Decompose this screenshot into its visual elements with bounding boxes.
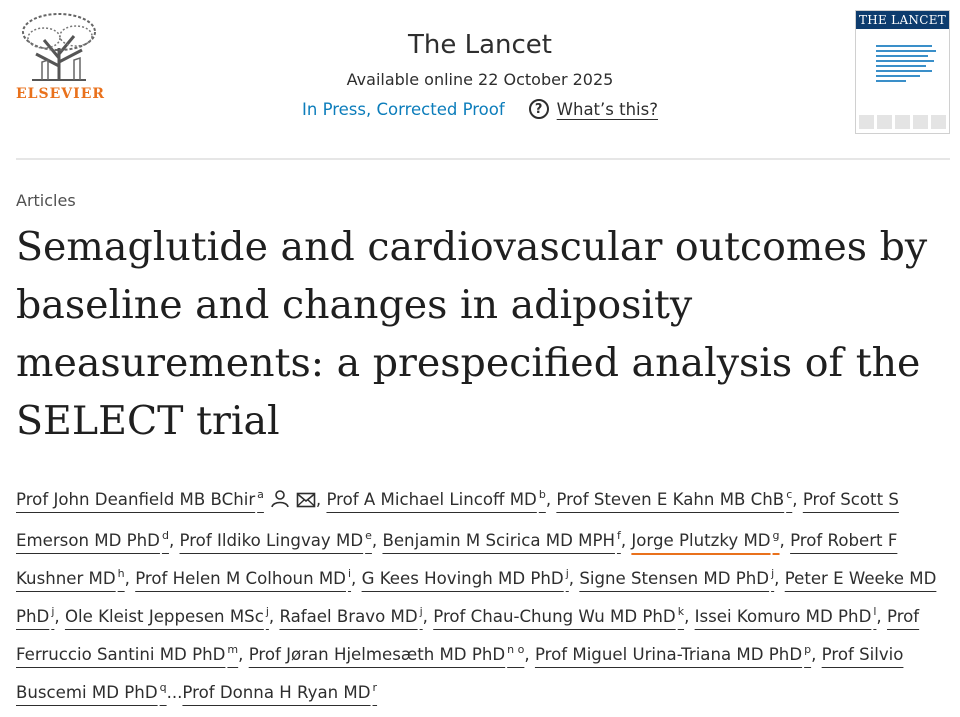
- author-link[interactable]: Prof Helen M Colhoun MD i: [135, 567, 352, 588]
- author-link[interactable]: Signe Stensen MD PhD j: [579, 567, 775, 588]
- elsevier-tree-logo-icon: [14, 10, 104, 88]
- journal-header: The Lancet Available online 22 October 2…: [180, 28, 780, 119]
- author-name: Jorge Plutzky MD: [631, 531, 771, 550]
- author-name: Prof Scott S Emerson MD PhD: [16, 490, 899, 550]
- author-name: G Kees Hovingh MD PhD: [361, 569, 564, 588]
- author-name: Signe Stensen MD PhD: [579, 569, 770, 588]
- cover-image: [856, 29, 949, 133]
- affiliation-marker: p: [804, 643, 812, 656]
- author-link[interactable]: Prof John Deanfield MB BChir a: [16, 488, 316, 509]
- authors-ellipsis: ...: [166, 683, 183, 702]
- affiliation-marker: k: [677, 605, 685, 618]
- affiliation-marker: q: [159, 681, 167, 694]
- affiliation-marker: j: [51, 605, 55, 618]
- affiliation-marker: j: [771, 567, 775, 580]
- affiliation-marker: m: [227, 643, 239, 656]
- author-name: Prof Chau-Chung Wu MD PhD: [433, 607, 676, 626]
- author-name: Issei Komuro MD PhD: [694, 607, 872, 626]
- whats-this-label: What’s this?: [556, 99, 658, 119]
- journal-title[interactable]: The Lancet: [407, 30, 552, 60]
- article-category: Articles: [16, 191, 76, 210]
- author-name: Prof Helen M Colhoun MD: [135, 569, 346, 588]
- affiliation-marker: d: [161, 529, 169, 542]
- affiliation-marker: j: [565, 567, 569, 580]
- author-name: Prof John Deanfield MB BChir: [16, 490, 256, 509]
- author-link[interactable]: Prof Steven E Kahn MB ChB c: [556, 488, 793, 509]
- author-link[interactable]: Prof Donna H Ryan MD r: [182, 681, 378, 702]
- author-link[interactable]: Rafael Bravo MD j: [279, 605, 423, 626]
- status-row: In Press, Corrected Proof ? What’s this?: [180, 99, 780, 119]
- affiliation-marker: a: [257, 488, 264, 501]
- author-link[interactable]: G Kees Hovingh MD PhD j: [361, 567, 569, 588]
- author-link[interactable]: Prof Robert F Kushner MD h: [16, 531, 897, 588]
- author-link[interactable]: Jorge Plutzky MD g: [631, 529, 780, 550]
- author-name: Prof Ferruccio Santini MD PhD: [16, 607, 920, 664]
- author-name: Ole Kleist Jeppesen MSc: [64, 607, 264, 626]
- article-status: In Press, Corrected Proof: [302, 99, 505, 119]
- journal-cover[interactable]: THE LANCET: [855, 10, 950, 134]
- author-name: Rafael Bravo MD: [279, 607, 418, 626]
- publisher-name: ELSEVIER: [16, 86, 106, 102]
- affiliation-marker: c: [786, 488, 793, 501]
- available-online-date: Available online 22 October 2025: [346, 70, 614, 89]
- author-name: Benjamin M Scirica MD MPH: [382, 531, 615, 550]
- mail-icon: [296, 486, 316, 519]
- whats-this-button[interactable]: ? What’s this?: [528, 99, 658, 119]
- author-list: Prof John Deanfield MB BChir a, Prof A Mi…: [16, 488, 937, 702]
- cover-title: THE LANCET: [856, 11, 949, 29]
- affiliation-marker: e: [365, 529, 372, 542]
- author-link[interactable]: Peter E Weeke MD PhD j: [16, 569, 936, 626]
- author-link[interactable]: Prof Silvio Buscemi MD PhD q: [16, 645, 903, 702]
- affiliation-marker: h: [117, 567, 125, 580]
- author-link[interactable]: Prof Ferruccio Santini MD PhD m: [16, 607, 919, 664]
- author-link[interactable]: Prof Ildiko Lingvay MD e: [179, 529, 372, 550]
- author-link[interactable]: Prof Chau-Chung Wu MD PhD k: [433, 605, 685, 626]
- author-name: Prof Silvio Buscemi MD PhD: [16, 645, 904, 702]
- affiliation-marker: g: [772, 529, 780, 542]
- author-name: Prof Jøran Hjelmesæth MD PhD: [248, 645, 506, 664]
- article-title: Semaglutide and cardiovascular outcomes …: [16, 224, 928, 444]
- affiliation-marker: l: [873, 605, 877, 618]
- affiliation-marker: r: [372, 681, 378, 694]
- affiliation-marker: j: [265, 605, 269, 618]
- header-divider: [16, 158, 950, 160]
- author-link[interactable]: Prof A Michael Lincoff MD b: [326, 488, 546, 509]
- affiliation-marker: b: [538, 488, 546, 501]
- author-name: Prof Ildiko Lingvay MD: [179, 531, 364, 550]
- affiliation-marker: i: [347, 567, 352, 580]
- author-name: Prof Donna H Ryan MD: [182, 683, 371, 702]
- author-name: Prof A Michael Lincoff MD: [326, 490, 537, 509]
- author-name: Peter E Weeke MD PhD: [16, 569, 937, 626]
- affiliation-marker: f: [616, 529, 621, 542]
- author-link[interactable]: Prof Scott S Emerson MD PhD d: [16, 490, 899, 550]
- author-link[interactable]: Prof Jøran Hjelmesæth MD PhD n o: [248, 643, 525, 664]
- author-name: Prof Steven E Kahn MB ChB: [556, 490, 785, 509]
- author-link[interactable]: Prof Miguel Urina-Triana MD PhD p: [534, 643, 812, 664]
- person-icon: [270, 486, 290, 519]
- elsevier-logo[interactable]: [14, 10, 104, 105]
- question-circle-icon: ?: [528, 99, 549, 119]
- author-link[interactable]: Ole Kleist Jeppesen MSc j: [64, 605, 269, 626]
- affiliation-marker: n o: [507, 643, 525, 656]
- author-name: Prof Robert F Kushner MD: [16, 531, 898, 588]
- affiliation-marker: j: [419, 605, 423, 618]
- author-name: Prof Miguel Urina-Triana MD PhD: [534, 645, 803, 664]
- author-link[interactable]: Issei Komuro MD PhD l: [694, 605, 877, 626]
- author-link[interactable]: Benjamin M Scirica MD MPH f: [382, 529, 621, 550]
